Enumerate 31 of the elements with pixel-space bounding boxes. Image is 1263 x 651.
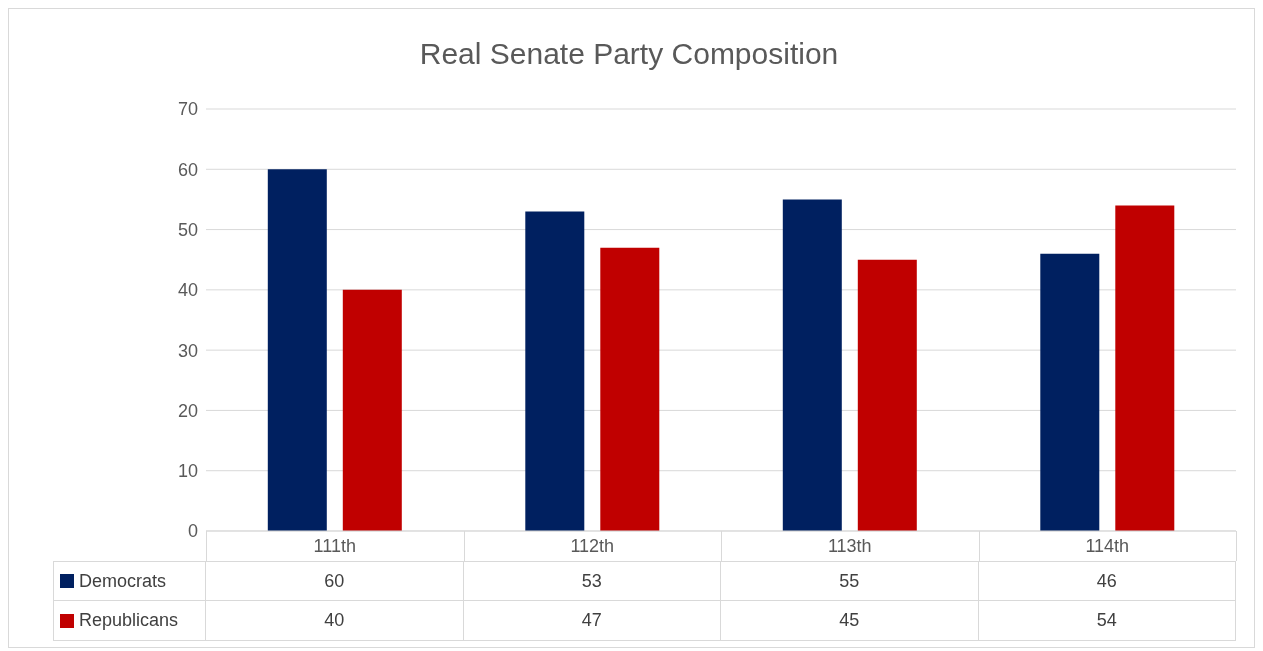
bar	[525, 211, 585, 531]
data-label: 55	[721, 562, 979, 600]
y-tick-label: 10	[177, 461, 198, 482]
y-tick-label: 50	[177, 219, 198, 240]
bar	[1115, 205, 1175, 531]
x-tick-label: 113th	[827, 535, 872, 556]
x-tick-label: 111th	[313, 535, 356, 556]
bar	[267, 169, 327, 531]
y-tick-label: 30	[177, 340, 198, 361]
legend-label: Democrats	[79, 570, 167, 592]
data-label: 54	[978, 601, 1236, 640]
x-tick-label: 112th	[570, 535, 615, 556]
bar	[342, 289, 402, 531]
data-label: 53	[463, 562, 721, 600]
y-tick-label: 40	[177, 280, 198, 301]
y-tick-label: 60	[177, 159, 198, 180]
x-tick-label: 114th	[1085, 535, 1130, 556]
data-label: 60	[206, 562, 464, 600]
data-label: 40	[206, 601, 464, 640]
bar	[1040, 253, 1100, 531]
data-label: 45	[721, 601, 979, 640]
y-tick-label: 70	[177, 99, 198, 120]
data-label: 47	[463, 601, 721, 640]
bar	[782, 199, 842, 531]
chart-title: Real Senate Party Composition	[418, 37, 840, 71]
y-tick-label: 0	[187, 521, 198, 542]
data-label: 46	[978, 562, 1236, 600]
legend-label: Republicans	[79, 610, 179, 631]
bar	[600, 247, 660, 531]
y-tick-label: 20	[177, 400, 198, 421]
bar	[857, 259, 917, 531]
